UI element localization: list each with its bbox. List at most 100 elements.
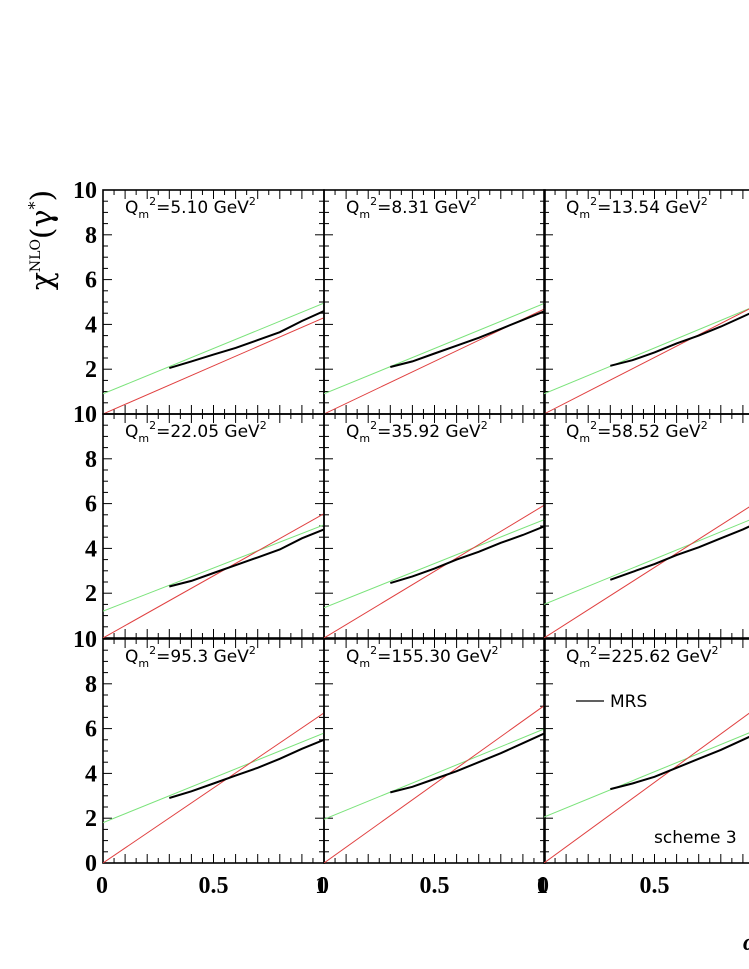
panel-label-rest: =22.05 GeV [156, 422, 260, 442]
mrs-series-line [390, 310, 545, 368]
panel-label-rest: =8.31 GeV [377, 198, 470, 218]
y-tick-label: 6 [85, 717, 97, 743]
red-line [544, 506, 749, 638]
y-tick-label: 4 [85, 312, 97, 338]
panel-8: Qm2=155.30 GeV2 [323, 638, 546, 864]
panel-label: Qm2=155.30 GeV2 [346, 644, 499, 670]
panel-label-rest: =95.3 GeV [156, 647, 249, 667]
panel-lines [103, 302, 324, 414]
y-axis-title-arg: (γ [25, 209, 60, 239]
x-tick-label: 0 [96, 873, 108, 899]
panel-3: Qm2=13.54 GeV2 [543, 189, 749, 415]
panel-label-unit-sup: 2 [701, 419, 708, 432]
x-tick-label: 0 [537, 873, 549, 899]
panel-label-q: Q [566, 647, 579, 667]
red-line [324, 504, 545, 638]
green-fit-line [324, 518, 545, 609]
y-tick-label: 10 [73, 402, 97, 428]
red-line [544, 712, 749, 863]
panel-label: Qm2=5.10 GeV2 [125, 195, 256, 221]
panel-7: Qm2=95.3 GeV2 [102, 638, 325, 864]
y-tick-label: 0 [85, 851, 97, 877]
mrs-series-line [610, 735, 749, 791]
mrs-series-line [390, 732, 545, 794]
panel-label-rest: =35.92 GeV [377, 422, 481, 442]
y-tick-label: 8 [85, 672, 97, 698]
red-line [103, 712, 324, 863]
panel-9: Qm2=225.62 GeV2 MRS scheme 3 [543, 638, 749, 864]
green-fit-line [324, 728, 545, 820]
panel-label-sup: 2 [370, 419, 377, 432]
x-tick-label: 1 [315, 873, 327, 899]
panel-lines [103, 712, 324, 863]
red-line [544, 308, 749, 414]
panel-lines [103, 513, 324, 638]
panel-frame [102, 638, 325, 864]
panel-label-q: Q [346, 422, 359, 442]
panel-label: Qm2=58.52 GeV2 [566, 419, 708, 445]
green-fit-line [544, 519, 749, 605]
panel-label-q: Q [566, 198, 579, 218]
y-tick-label: 10 [73, 627, 97, 653]
panel-ticks [323, 189, 546, 415]
panel-label-unit-sup: 2 [260, 419, 267, 432]
green-fit-line [103, 524, 324, 612]
panel-1: Qm2=5.10 GeV2 [102, 189, 325, 415]
panel-label-rest: =155.30 GeV [377, 647, 492, 667]
panel-label-sup: 2 [370, 195, 377, 208]
y-axis-title-base: χ [25, 272, 60, 290]
panel-label-sub: m [138, 432, 149, 445]
y-axis-title: χNLO(γ*) [25, 190, 60, 291]
panel-label-unit-sup: 2 [249, 195, 256, 208]
panel-ticks [102, 638, 325, 864]
panel-label: Qm2=95.3 GeV2 [125, 644, 256, 670]
y-tick-label: 4 [85, 536, 97, 562]
panel-label-q: Q [346, 647, 359, 667]
legend-label: MRS [610, 692, 647, 712]
panel-label: Qm2=225.62 GeV2 [566, 644, 719, 670]
green-fit-line [103, 732, 324, 824]
green-fit-line [103, 302, 324, 395]
y-axis-title-sup: NLO [28, 239, 44, 272]
green-fit-line [324, 302, 545, 395]
y-tick-label: 10 [73, 178, 97, 204]
panel-label-unit-sup: 2 [470, 195, 477, 208]
panel-ticks [543, 638, 744, 864]
red-line [324, 704, 545, 863]
mrs-series-line [169, 310, 324, 370]
panel-label-sup: 2 [370, 644, 377, 657]
panel-ticks [323, 413, 546, 639]
mrs-series-line [609, 525, 749, 581]
panel-label-rest: =5.10 GeV [156, 198, 249, 218]
y-tick-label: 8 [85, 447, 97, 473]
x-tick-label: 0.5 [199, 873, 229, 899]
panel-frame [102, 413, 325, 639]
panel-label: Qm2=35.92 GeV2 [346, 419, 488, 445]
panel-label-sub: m [138, 208, 149, 221]
panel-label-sup: 2 [149, 419, 156, 432]
panel-label-q: Q [125, 647, 138, 667]
panel-6: Qm2=58.52 GeV2 [543, 413, 749, 639]
panel-label-rest: =58.52 GeV [597, 422, 701, 442]
panel-grid: Qm2=5.10 GeV2 Qm2=8.31 GeV2 Qm2=13.54 GeV2… [102, 189, 749, 864]
red-line [103, 317, 324, 414]
panel-label-sub: m [359, 432, 370, 445]
panel-4: Qm2=22.05 GeV2 [102, 413, 325, 639]
panel-label-unit-sup: 2 [492, 644, 499, 657]
panel-frame [543, 413, 749, 639]
scheme-annotation: scheme 3 [654, 828, 737, 848]
panel-label-sup: 2 [149, 195, 156, 208]
panel-label-sub: m [359, 208, 370, 221]
mrs-series-line [169, 528, 324, 588]
svg-text:χNLO(γ*): χNLO(γ*) [25, 190, 60, 291]
panel-label-rest: =225.62 GeV [597, 647, 712, 667]
panel-lines [544, 506, 749, 638]
panel-label-sub: m [579, 657, 590, 670]
green-fit-line [544, 732, 749, 818]
mrs-series-line [390, 525, 545, 585]
panel-ticks [543, 189, 744, 415]
y-axis-title-close: ) [25, 190, 60, 202]
panel-label-unit-sup: 2 [701, 195, 708, 208]
panel-label-sup: 2 [590, 195, 597, 208]
panel-label-sub: m [359, 657, 370, 670]
